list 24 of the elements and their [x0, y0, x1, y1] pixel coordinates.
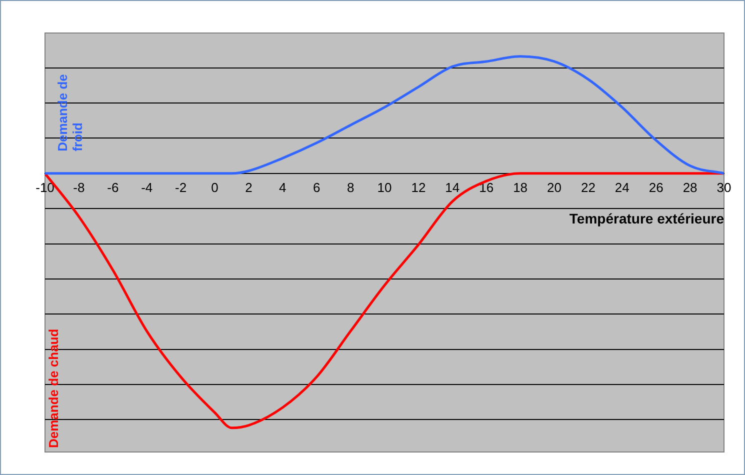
x-tick-label: 8 [346, 180, 354, 195]
x-tick-label: 28 [682, 180, 698, 195]
x-tick-label: -2 [175, 180, 187, 195]
x-tick-label: 26 [648, 180, 664, 195]
x-tick-label: 0 [211, 180, 218, 195]
x-tick-label: 14 [445, 180, 460, 195]
text: Demande de chaud [46, 328, 62, 448]
x-tick-label: 10 [377, 180, 392, 195]
x-tick-label: 22 [580, 180, 596, 195]
x-tick-label: -10 [36, 180, 54, 195]
x-tick-label: 12 [411, 180, 426, 195]
x-tick-label: 18 [513, 180, 528, 195]
x-tick-label: 16 [479, 180, 494, 195]
x-tick-label: -6 [107, 180, 119, 195]
x-tick-label: 24 [614, 180, 630, 195]
x-tick-label: 2 [245, 180, 252, 195]
x-tick-label: 20 [547, 180, 562, 195]
x-tick-label: -4 [141, 180, 153, 195]
x-tick-label: 30 [716, 180, 732, 195]
x-tick-label: 4 [279, 180, 286, 195]
text: Demande de froid [55, 74, 86, 152]
x-tick-label: 6 [312, 180, 320, 195]
x-tick-label: -8 [73, 180, 85, 195]
x-axis-title: Température extérieure [569, 210, 724, 226]
